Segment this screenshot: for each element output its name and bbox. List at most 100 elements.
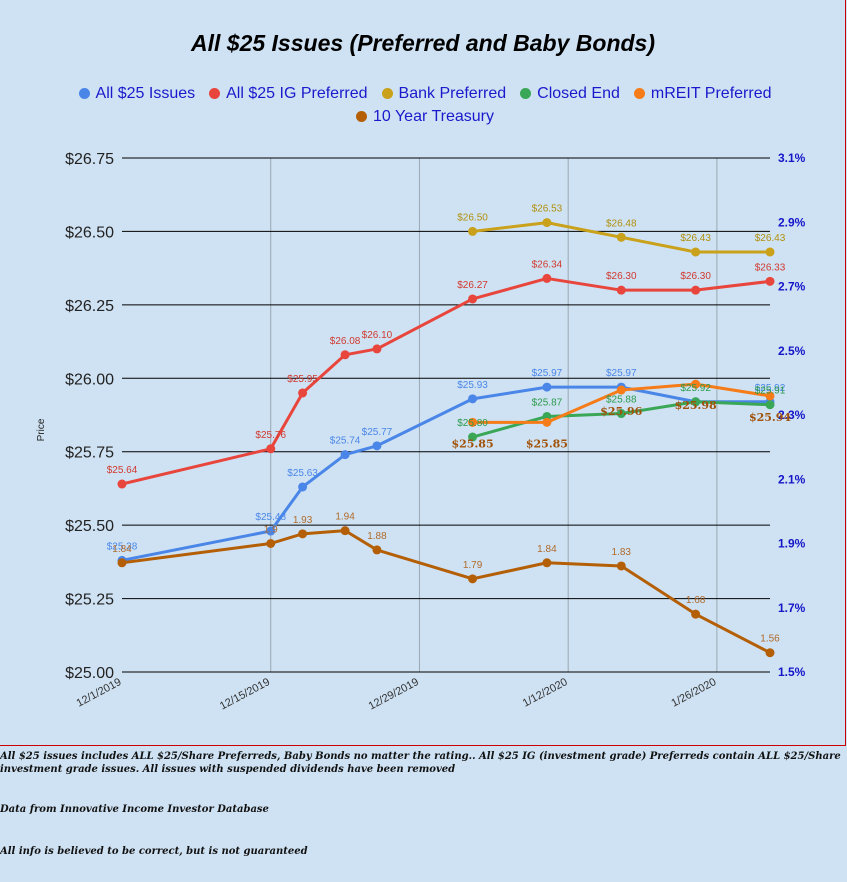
y-left-tick-label: $25.50	[65, 518, 114, 535]
data-label: $26.30	[680, 271, 711, 282]
data-label: $26.33	[755, 262, 786, 273]
y-left-tick-label: $25.00	[65, 665, 114, 682]
data-point	[765, 400, 775, 410]
data-point	[616, 409, 626, 419]
data-point	[765, 276, 775, 286]
data-label: $26.08	[330, 336, 361, 347]
data-point	[298, 388, 308, 398]
data-label: $25.38	[107, 541, 138, 552]
legend-label: mREIT Preferred	[650, 85, 772, 102]
series-line	[121, 385, 770, 562]
y-right-tick-label: 2.9%	[778, 215, 806, 229]
y-right-tick-label: 1.7%	[778, 601, 806, 615]
y-left-tick-label: $26.75	[65, 151, 114, 168]
note-disclaimer: All info is believed to be correct, but …	[0, 846, 308, 857]
legend-label: All $25 IG Preferred	[226, 85, 368, 102]
data-label: $26.43	[755, 233, 786, 244]
data-point	[542, 273, 552, 283]
data-point	[298, 482, 308, 492]
data-point	[542, 417, 552, 427]
y-left-tick-label: $26.25	[65, 298, 114, 315]
y-right-tick-label: 1.5%	[778, 665, 806, 679]
data-point	[468, 574, 478, 584]
legend-marker	[633, 88, 645, 99]
note-source: Data from Innovative Income Investor Dat…	[0, 804, 269, 815]
data-label: $25.93	[457, 380, 488, 391]
data-point	[691, 285, 701, 295]
data-point	[372, 545, 382, 555]
y-right-tick-label: 2.5%	[778, 344, 806, 358]
chart-frame	[0, 0, 846, 746]
data-point	[616, 561, 626, 571]
y-left-tick-label: $25.75	[65, 445, 114, 462]
data-label: 1.84	[537, 544, 557, 555]
data-label: $25.96	[600, 405, 642, 418]
chart-legend: All $25 Issues All $25 IG Preferred Bank P…	[40, 82, 810, 128]
data-point	[691, 379, 701, 389]
data-point	[468, 432, 478, 442]
data-label: 1.79	[463, 560, 483, 571]
data-label: $25.94	[749, 411, 791, 424]
legend-item: All $25 Issues	[78, 82, 196, 105]
legend-label: All $25 Issues	[95, 85, 196, 102]
data-point	[340, 350, 350, 360]
y-axis-title: Price	[36, 418, 47, 441]
data-point	[542, 558, 552, 568]
data-point	[372, 344, 382, 354]
data-label: $25.91	[755, 386, 786, 397]
data-point	[542, 382, 552, 392]
data-label: $26.27	[457, 280, 488, 291]
data-label: $26.53	[532, 204, 563, 215]
x-tick-label: 12/29/2019	[367, 676, 421, 712]
legend-item: 10 Year Treasury	[356, 105, 494, 128]
data-label: $25.87	[532, 397, 563, 408]
legend-item: Closed End	[520, 82, 620, 105]
y-left-tick-label: $26.00	[65, 371, 114, 388]
legend-marker	[520, 88, 532, 99]
data-point	[542, 218, 552, 228]
data-label: $25.80	[457, 418, 488, 429]
data-label: $25.63	[287, 468, 318, 479]
legend-marker	[209, 88, 221, 99]
chart-title: All $25 Issues (Preferred and Baby Bonds…	[191, 30, 655, 56]
data-point	[340, 526, 350, 536]
data-label: 1.83	[612, 547, 632, 558]
data-point	[468, 226, 478, 236]
data-label: $25.76	[255, 430, 286, 441]
data-label: 1.93	[293, 515, 313, 526]
data-point	[765, 247, 775, 257]
y-right-tick-label: 2.3%	[778, 408, 806, 422]
y-left-tick-label: $26.50	[65, 224, 114, 241]
data-label: $25.98	[675, 399, 717, 412]
data-point	[616, 232, 626, 242]
data-point	[468, 294, 478, 304]
y-right-tick-label: 3.1%	[778, 151, 806, 165]
data-label: $25.48	[255, 512, 286, 523]
data-point	[266, 444, 276, 454]
data-label: $25.88	[606, 395, 637, 406]
data-label: $25.92	[680, 383, 711, 394]
data-label: $26.30	[606, 271, 637, 282]
legend-item: Bank Preferred	[381, 82, 506, 105]
data-point	[616, 385, 626, 395]
series-line	[121, 276, 771, 486]
data-point	[340, 450, 350, 460]
data-label: $26.48	[606, 218, 637, 229]
data-label: $25.95	[287, 374, 318, 385]
data-point	[691, 609, 701, 619]
data-label: 1.68	[686, 595, 706, 606]
data-point	[616, 285, 626, 295]
legend-label: 10 Year Treasury	[373, 108, 494, 125]
data-label: $25.74	[330, 436, 361, 447]
y-right-tick-label: 1.9%	[778, 537, 806, 551]
data-point	[298, 529, 308, 539]
note-coverage: All $25 issues includes ALL $25/Share Pr…	[0, 751, 841, 775]
data-label: $26.10	[362, 330, 393, 341]
x-tick-label: 12/15/2019	[218, 676, 272, 712]
data-point	[691, 397, 701, 407]
data-label: $25.97	[532, 368, 563, 379]
y-left-tick-label: $25.25	[65, 592, 114, 609]
legend-label: Closed End	[537, 85, 620, 102]
data-label: $25.97	[606, 368, 637, 379]
data-label: $26.34	[532, 259, 563, 270]
